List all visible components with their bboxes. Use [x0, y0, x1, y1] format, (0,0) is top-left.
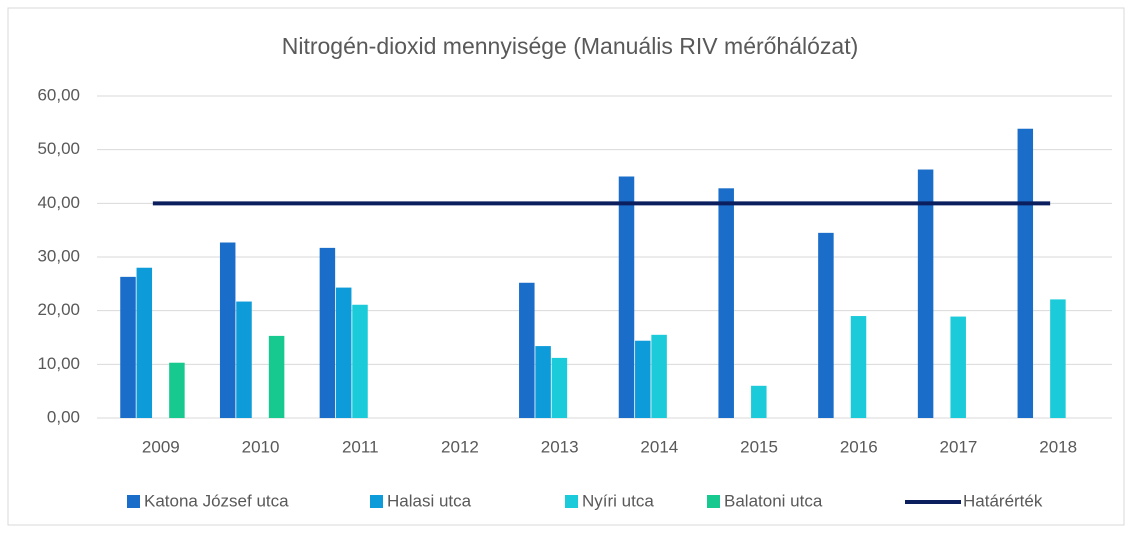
x-tick-label: 2015 — [740, 437, 778, 456]
x-tick-label: 2018 — [1039, 437, 1077, 456]
x-tick-label: 2013 — [541, 437, 579, 456]
bar — [1017, 128, 1034, 418]
bar — [651, 334, 667, 418]
y-tick-label: 30,00 — [37, 246, 80, 265]
y-tick-label: 0,00 — [47, 407, 80, 426]
y-tick-label: 20,00 — [37, 300, 80, 319]
bar — [718, 188, 734, 418]
bar — [535, 346, 551, 418]
legend-label: Nyíri utca — [582, 491, 654, 510]
bar — [268, 335, 285, 418]
bar — [219, 242, 236, 418]
y-tick-label: 40,00 — [37, 193, 80, 212]
bar — [352, 304, 368, 418]
bar — [1050, 299, 1066, 418]
x-tick-label: 2009 — [142, 437, 180, 456]
bar — [818, 232, 834, 418]
bar — [751, 385, 767, 418]
bar — [635, 340, 651, 418]
legend-label: Katona József utca — [144, 491, 289, 510]
bar — [950, 316, 966, 418]
y-tick-label: 10,00 — [37, 354, 80, 373]
chart-title: Nitrogén-dioxid mennyisége (Manuális RIV… — [282, 33, 859, 59]
bar — [917, 169, 934, 418]
legend-label: Határérték — [963, 491, 1043, 510]
bar — [551, 357, 568, 418]
legend-swatch — [565, 495, 578, 508]
y-tick-label: 60,00 — [37, 85, 80, 104]
x-tick-label: 2016 — [840, 437, 878, 456]
bar — [236, 301, 252, 418]
legend-label: Balatoni utca — [724, 491, 823, 510]
bar — [618, 176, 635, 418]
x-tick-label: 2012 — [441, 437, 479, 456]
legend-swatch — [370, 495, 383, 508]
legend-swatch — [707, 495, 720, 508]
bar — [319, 247, 336, 418]
x-tick-label: 2010 — [242, 437, 280, 456]
chart-frame — [7, 7, 1125, 526]
bar — [120, 276, 136, 418]
bar — [169, 362, 185, 418]
x-tick-label: 2017 — [940, 437, 978, 456]
legend-label: Halasi utca — [387, 491, 472, 510]
x-tick-label: 2011 — [342, 437, 379, 456]
bar — [519, 282, 535, 418]
legend-swatch — [127, 495, 140, 508]
bar — [850, 316, 867, 418]
bar — [136, 267, 153, 418]
bar — [335, 287, 352, 418]
y-tick-label: 50,00 — [37, 139, 80, 158]
x-tick-label: 2014 — [640, 437, 678, 456]
